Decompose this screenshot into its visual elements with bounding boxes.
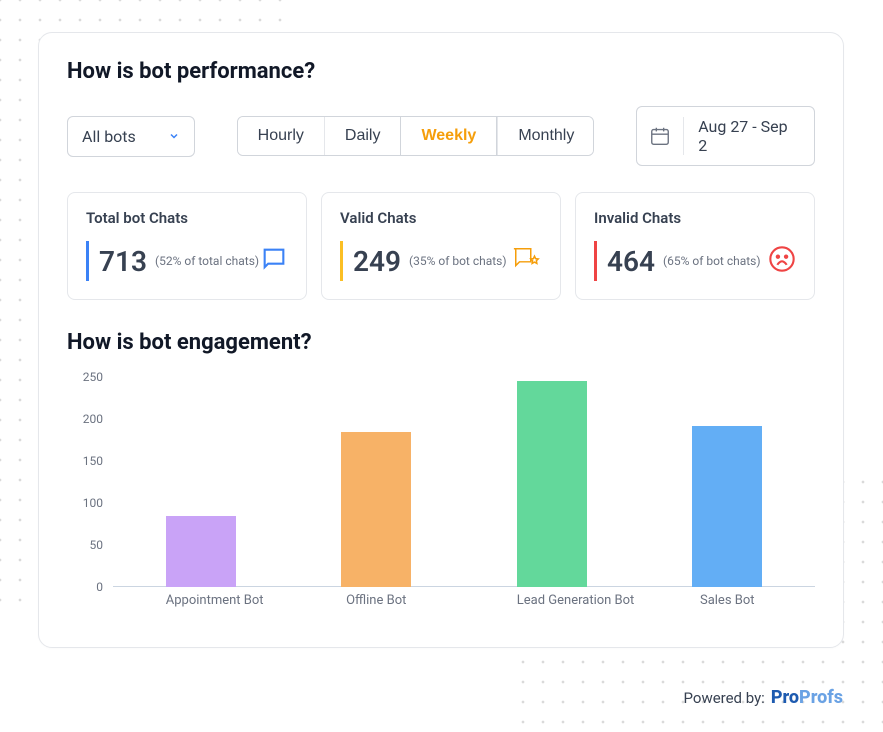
powered-by-text: Powered by: (684, 689, 765, 707)
sad-face-icon (768, 245, 796, 277)
x-tick-label: Appointment Bot (166, 593, 236, 608)
stat-accent-bar (594, 241, 597, 281)
chat-icon (260, 245, 288, 277)
stat-value: 249 (353, 245, 401, 278)
bot-filter-label: All bots (82, 127, 136, 146)
y-tick-label: 150 (83, 454, 103, 468)
chart-bars (113, 377, 815, 587)
stat-note: (65% of bot chats) (663, 254, 761, 268)
stat-valid-chats: Valid Chats 249 (35% of bot chats) (321, 192, 561, 300)
chart-x-labels: Appointment Bot Offline Bot Lead Generatio… (113, 593, 815, 608)
tab-monthly[interactable]: Monthly (497, 117, 594, 155)
stat-value: 713 (99, 245, 147, 278)
y-tick-label: 250 (83, 370, 103, 384)
stat-title: Valid Chats (340, 209, 542, 227)
controls-row: All bots Hourly Daily Weekly Monthly Aug… (67, 106, 815, 166)
performance-title: How is bot performance? (67, 59, 815, 84)
y-tick-label: 0 (96, 580, 103, 594)
stat-value: 464 (607, 245, 655, 278)
stats-row: Total bot Chats 713 (52% of total chats)… (67, 192, 815, 300)
stat-note: (52% of total chats) (155, 254, 259, 268)
stat-note: (35% of bot chats) (409, 254, 507, 268)
stat-accent-bar (340, 241, 343, 281)
stat-title: Total bot Chats (86, 209, 288, 227)
tab-hourly[interactable]: Hourly (238, 117, 324, 155)
y-tick-label: 200 (83, 412, 103, 426)
x-tick-label: Offline Bot (341, 593, 411, 608)
stat-accent-bar (86, 241, 89, 281)
logo-part-profs: Profs (799, 687, 843, 708)
chevron-down-icon (168, 127, 180, 146)
chart-bar (166, 516, 236, 587)
powered-by-footer: Powered by: ProProfs (684, 687, 843, 708)
tab-daily[interactable]: Daily (324, 117, 401, 155)
engagement-chart: 050100150200250 Appointment BotOffline B… (67, 377, 815, 637)
x-tick-label: Lead Generation Bot (517, 593, 587, 608)
bot-analytics-card: How is bot performance? All bots Hourly … (38, 32, 844, 648)
chart-bar (692, 426, 762, 587)
chart-bar (517, 381, 587, 587)
time-granularity-tabs: Hourly Daily Weekly Monthly (237, 116, 595, 156)
y-tick-label: 50 (90, 538, 104, 552)
y-tick-label: 100 (83, 496, 103, 510)
engagement-title: How is bot engagement? (67, 330, 815, 355)
logo-part-pro: Pro (771, 687, 799, 708)
tab-weekly[interactable]: Weekly (400, 117, 497, 155)
bot-filter-select[interactable]: All bots (67, 116, 195, 157)
chart-plot-area (113, 377, 815, 587)
date-range-picker[interactable]: Aug 27 - Sep 2 (636, 106, 815, 166)
stat-title: Invalid Chats (594, 209, 796, 227)
chat-star-icon (512, 246, 542, 276)
chart-y-axis: 050100150200250 (67, 377, 113, 637)
calendar-icon (637, 117, 684, 155)
stat-total-chats: Total bot Chats 713 (52% of total chats) (67, 192, 307, 300)
x-tick-label: Sales Bot (692, 593, 762, 608)
chart-bar (341, 432, 411, 587)
date-range-text: Aug 27 - Sep 2 (684, 107, 814, 165)
stat-invalid-chats: Invalid Chats 464 (65% of bot chats) (575, 192, 815, 300)
proprofs-logo: ProProfs (771, 687, 843, 708)
